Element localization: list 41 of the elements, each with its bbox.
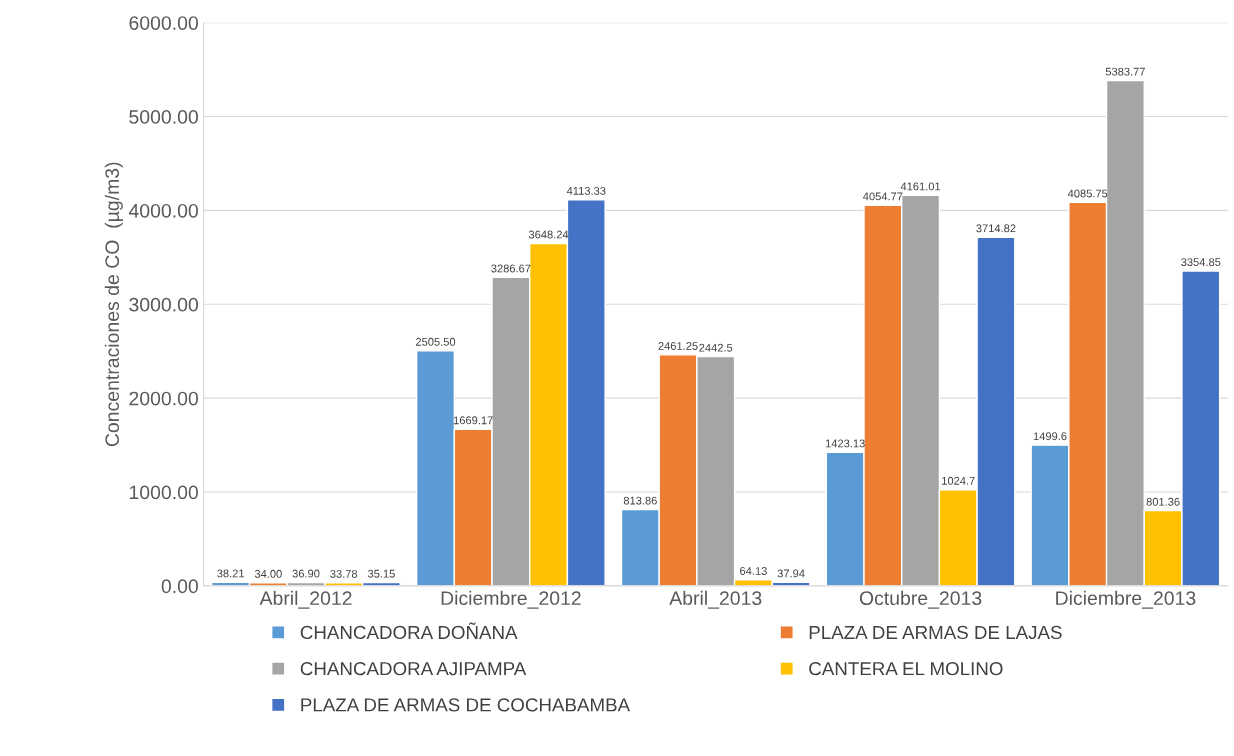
x-tick-label: Abril_2013 <box>669 590 762 609</box>
data-label: 37.94 <box>777 569 805 578</box>
x-tick-label: Abril_2012 <box>259 590 352 609</box>
data-label: 35.15 <box>367 569 395 578</box>
y-tick-label: 0.00 <box>161 579 198 594</box>
data-label: 1499.6 <box>1033 432 1067 441</box>
y-tick-label: 2000.00 <box>129 391 198 406</box>
data-label: 1669.17 <box>453 416 493 425</box>
y-tick-label: 4000.00 <box>128 203 198 218</box>
data-label: 34.00 <box>254 569 282 578</box>
data-label: 4085.75 <box>1067 189 1108 198</box>
x-tick-label: Octubre_2013 <box>859 590 982 609</box>
legend-label: CANTERA EL MOLINO <box>809 662 1003 676</box>
data-label: 36.90 <box>292 569 320 578</box>
data-label: 2442.5 <box>699 343 733 352</box>
legend-label: PLAZA DE ARMAS DE COCHABAMBA <box>301 698 631 712</box>
y-axis-title: Concentraciones de CO (µg/m3) <box>104 162 123 447</box>
data-label: 3354.85 <box>1181 258 1221 267</box>
data-label: 5383.77 <box>1105 67 1145 76</box>
data-label: 64.13 <box>740 567 767 575</box>
y-tick-label: 6000.00 <box>129 16 198 30</box>
y-tick-label: 3000.00 <box>129 297 198 312</box>
x-tick-label: Diciembre_2013 <box>1056 590 1196 609</box>
legend-label: CHANCADORA AJIPAMPA <box>300 662 527 676</box>
data-label: 33.78 <box>330 569 358 578</box>
legend-label: CHANCADORA DOÑANA <box>300 622 518 640</box>
data-label: 2461.25 <box>658 342 698 350</box>
data-label: 801.36 <box>1146 497 1180 506</box>
y-tick-label: 1000.00 <box>129 485 198 500</box>
data-label: 4161.01 <box>900 182 941 191</box>
data-label: 3714.82 <box>976 224 1016 233</box>
data-label: 4054.77 <box>863 192 903 201</box>
data-label: 813.86 <box>623 496 657 505</box>
legend-label: PLAZA DE ARMAS DE LAJAS <box>809 625 1062 640</box>
y-tick-label: 5000.00 <box>129 110 198 124</box>
x-tick-label: Diciembre_2012 <box>441 590 581 609</box>
data-label: 1423.13 <box>825 439 865 448</box>
data-label: 1024.7 <box>942 476 975 485</box>
data-label: 38.21 <box>217 569 245 578</box>
data-label: 2505.50 <box>415 337 456 346</box>
data-label: 4113.33 <box>566 186 606 195</box>
